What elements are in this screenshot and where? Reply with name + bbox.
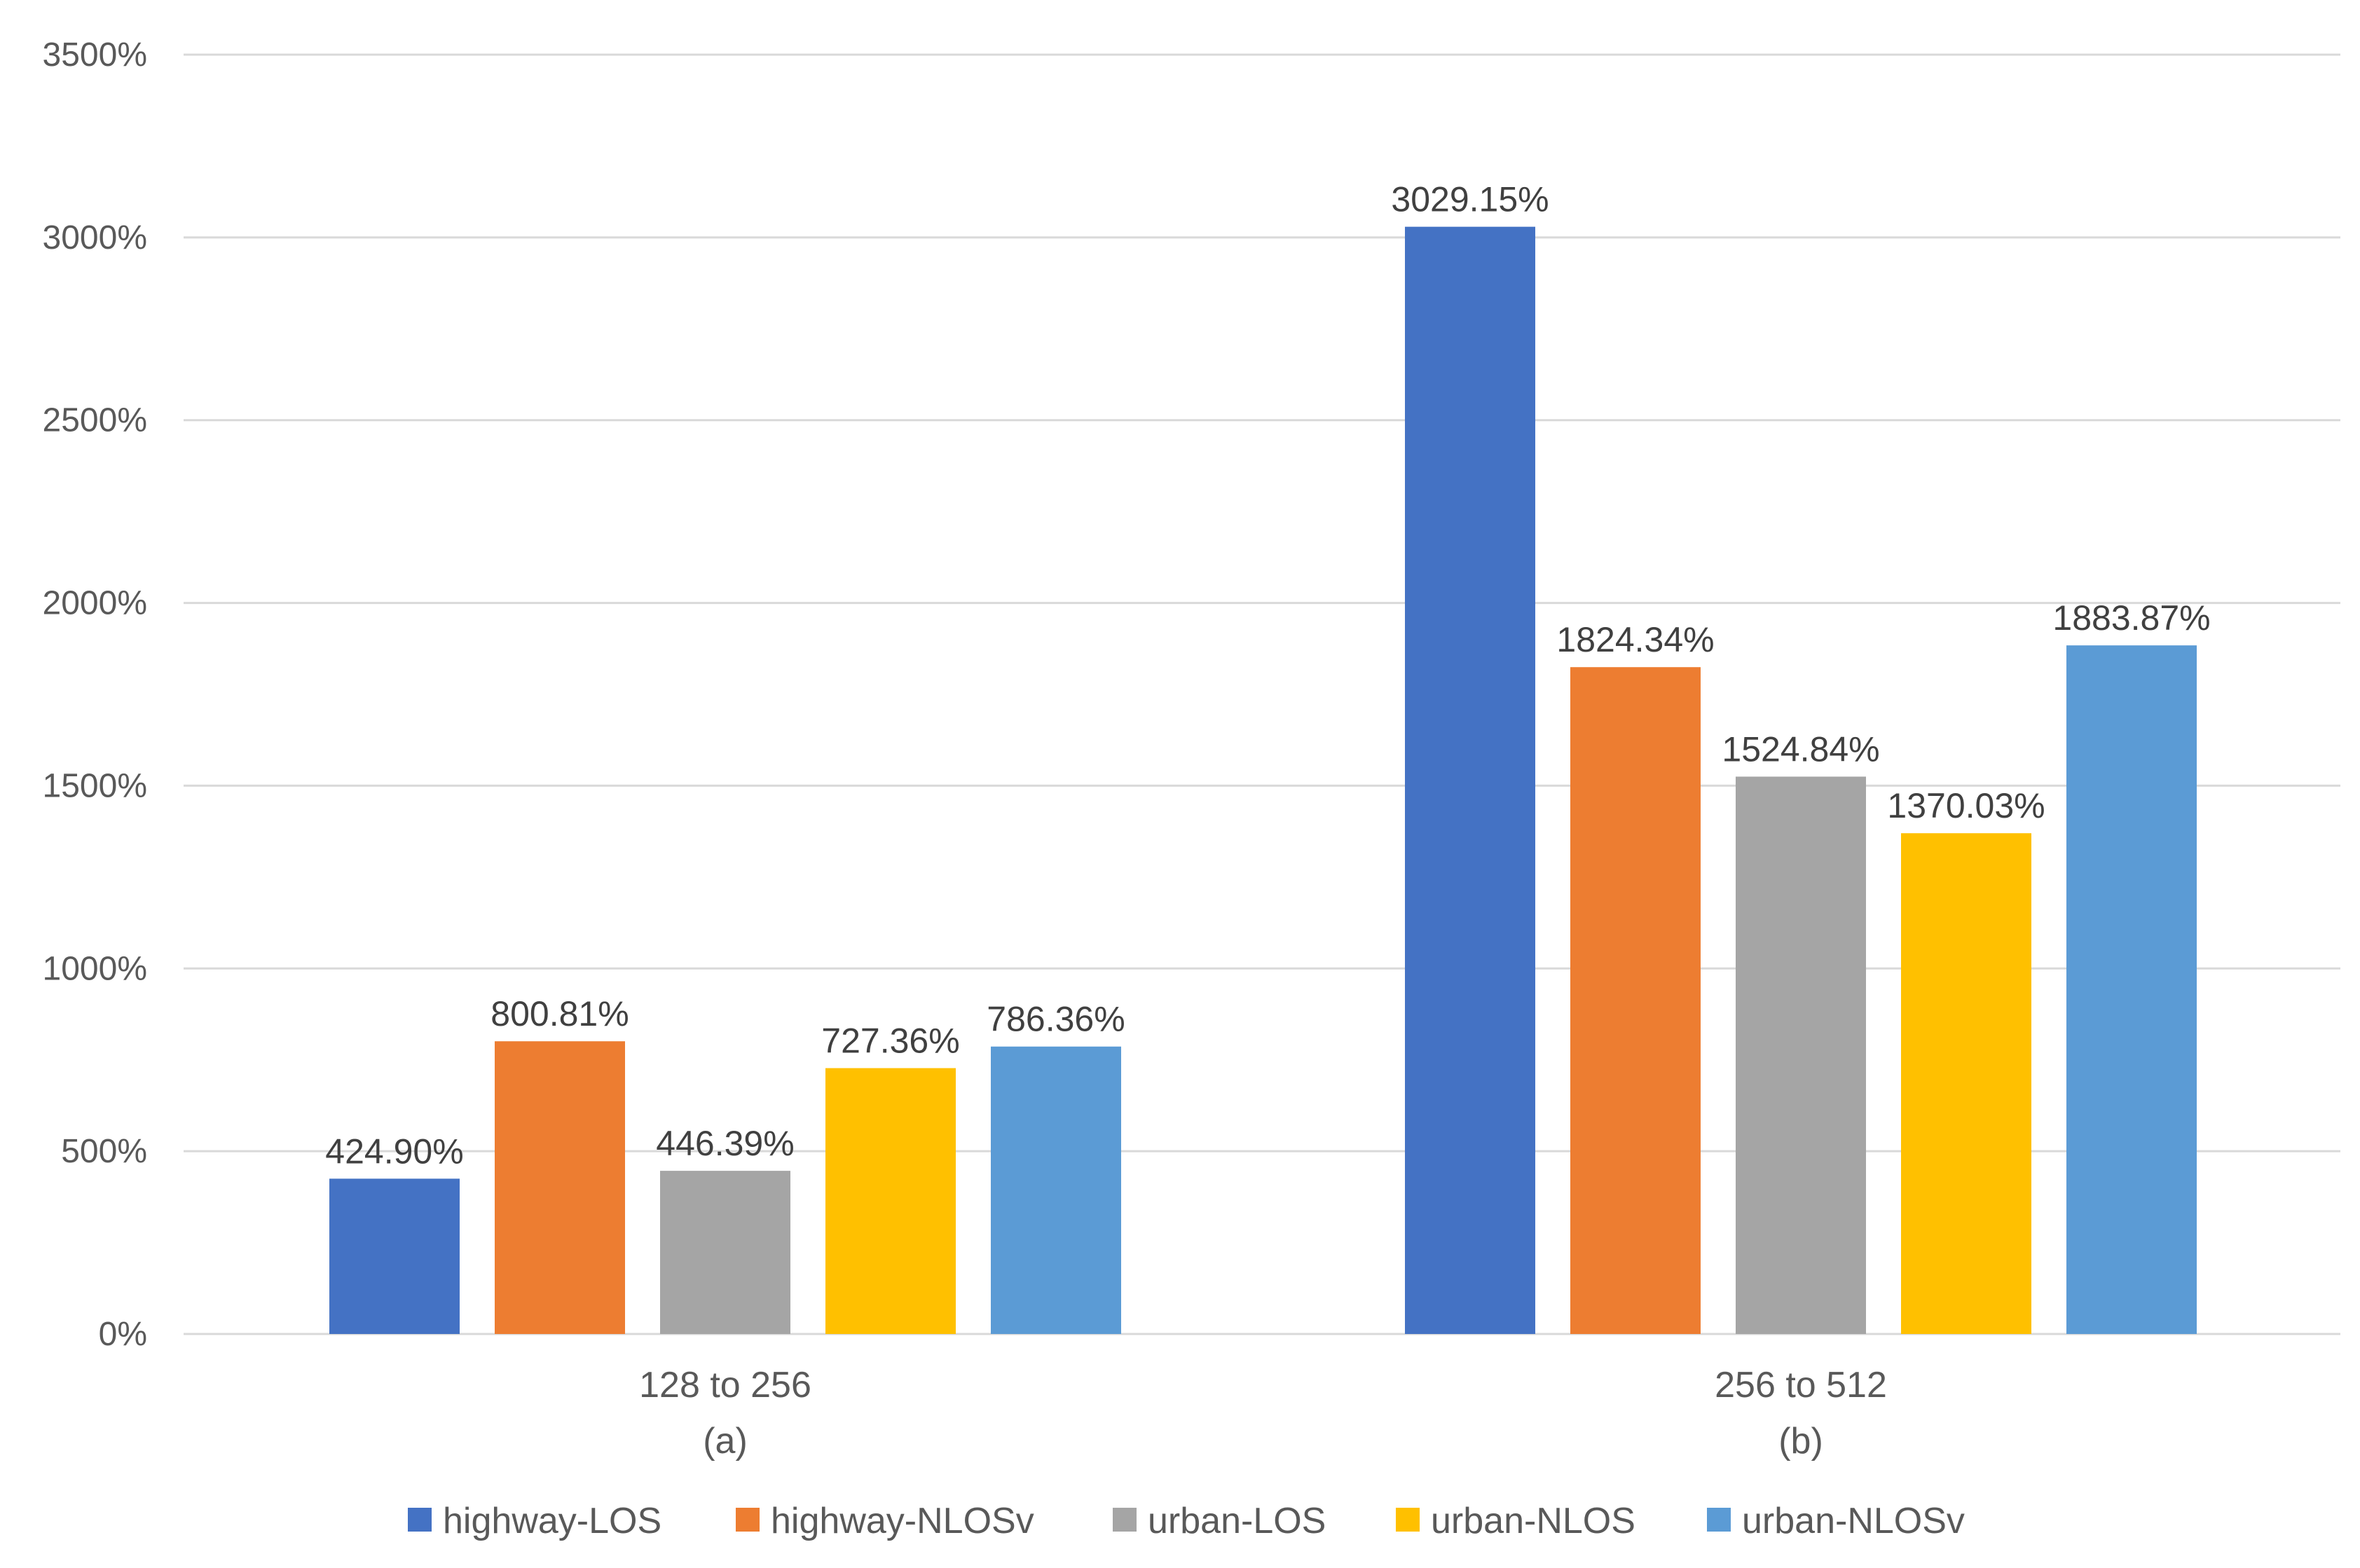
legend-item-urban-NLOSv: urban-NLOSv	[1707, 1501, 1965, 1541]
category-label: 128 to 256	[639, 1365, 811, 1405]
legend-label: urban-NLOS	[1431, 1501, 1635, 1541]
data-labels: 424.90% 800.81% 446.39% 727.36% 786.36% 3029.…	[325, 180, 2210, 1171]
data-label: 1824.34%	[1556, 620, 1714, 659]
legend-label: urban-LOS	[1148, 1501, 1326, 1541]
data-label: 446.39%	[656, 1124, 794, 1163]
y-tick-label: 3000%	[43, 219, 147, 256]
bar-highway-LOS	[329, 1178, 460, 1334]
bar-highway-LOS	[1405, 226, 1535, 1334]
data-label: 424.90%	[325, 1132, 463, 1171]
legend-swatch	[1396, 1508, 1420, 1532]
bar-urban-LOS	[1736, 776, 1866, 1334]
bar-urban-NLOSv	[2066, 645, 2197, 1334]
x-axis-category-labels: 128 to 256 (a) 256 to 512 (b)	[639, 1365, 1887, 1462]
bar-urban-NLOS	[1901, 833, 2031, 1334]
y-tick-label: 3500%	[43, 36, 147, 74]
legend-label: highway-LOS	[443, 1501, 661, 1541]
data-label: 727.36%	[821, 1022, 959, 1061]
legend-swatch	[1113, 1508, 1137, 1532]
bar-highway-NLOSv	[1570, 667, 1701, 1334]
category-sublabel: (a)	[703, 1421, 748, 1462]
bar-urban-NLOS	[825, 1068, 956, 1334]
y-tick-label: 1500%	[43, 767, 147, 804]
y-tick-label: 0%	[99, 1316, 147, 1353]
category-sublabel: (b)	[1778, 1421, 1823, 1462]
bar-highway-NLOSv	[495, 1041, 625, 1334]
legend-swatch	[1707, 1508, 1731, 1532]
legend: highway-LOS highway-NLOSv urban-LOS urban-N…	[408, 1501, 1965, 1541]
legend-item-highway-NLOSv: highway-NLOSv	[736, 1501, 1034, 1541]
y-tick-label: 500%	[61, 1133, 147, 1170]
y-tick-label: 2500%	[43, 402, 147, 439]
data-label: 800.81%	[490, 994, 629, 1033]
y-axis-tick-labels: 0% 500% 1000% 1500% 2000% 2500% 3000% 3500%	[43, 36, 147, 1353]
legend-item-urban-LOS: urban-LOS	[1113, 1501, 1326, 1541]
legend-item-urban-NLOS: urban-NLOS	[1396, 1501, 1635, 1541]
data-label: 786.36%	[987, 1000, 1125, 1039]
y-tick-label: 2000%	[43, 585, 147, 622]
bars	[329, 226, 2197, 1334]
y-tick-label: 1000%	[43, 950, 147, 987]
legend-item-highway-LOS: highway-LOS	[408, 1501, 661, 1541]
legend-label: highway-NLOSv	[771, 1501, 1034, 1541]
bar-urban-LOS	[660, 1171, 790, 1334]
legend-label: urban-NLOSv	[1742, 1501, 1965, 1541]
category-label: 256 to 512	[1715, 1365, 1887, 1405]
legend-swatch	[736, 1508, 760, 1532]
bar-urban-NLOSv	[991, 1046, 1121, 1334]
data-label: 3029.15%	[1391, 180, 1549, 219]
data-label: 1524.84%	[1722, 729, 1879, 769]
data-label: 1883.87%	[2052, 598, 2210, 638]
legend-swatch	[408, 1508, 432, 1532]
data-label: 1370.03%	[1887, 786, 2045, 825]
